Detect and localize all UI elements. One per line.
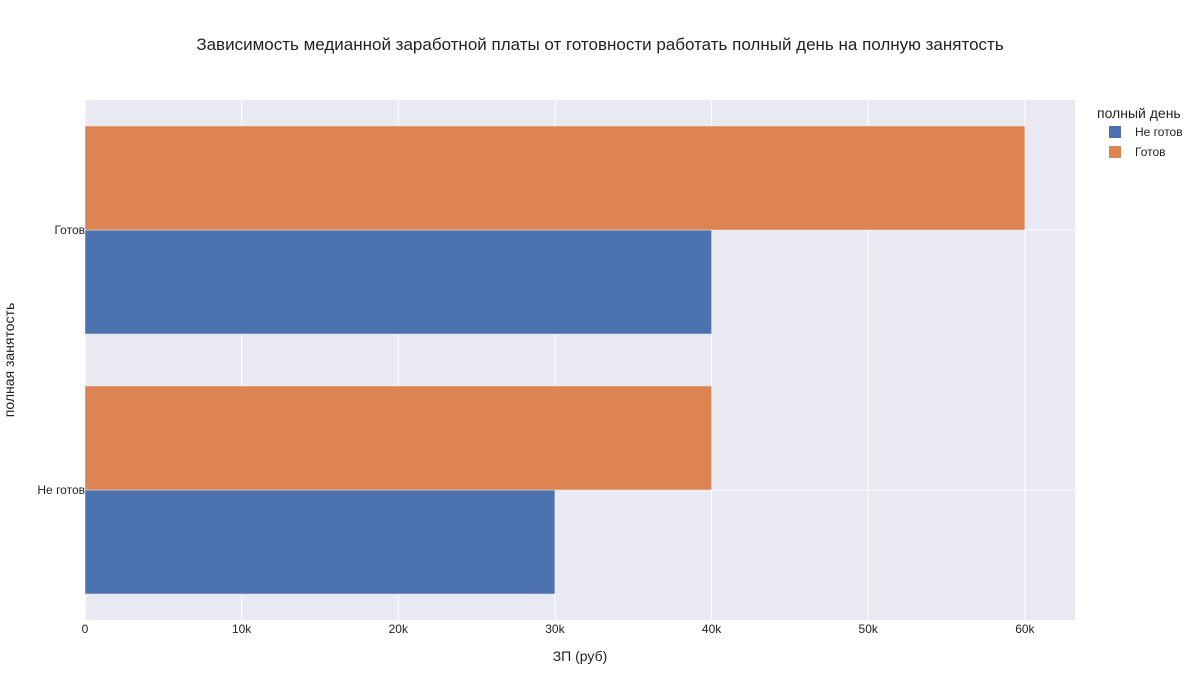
x-tick-label: 10k	[232, 622, 252, 636]
legend-swatch	[1109, 146, 1121, 158]
bar	[84, 125, 1026, 231]
legend: полный день Не готов Готов	[1097, 105, 1183, 159]
legend-swatch	[1109, 126, 1121, 138]
chart-title: Зависимость медианной заработной платы о…	[196, 35, 1003, 54]
x-tick-label: 60k	[1015, 622, 1035, 636]
legend-item-label: Не готов	[1135, 125, 1183, 139]
x-tick-label: 0	[82, 622, 89, 636]
x-axis-title: ЗП (руб)	[553, 648, 608, 664]
x-tick-label: 50k	[859, 622, 879, 636]
x-tick-label: 40k	[702, 622, 722, 636]
y-axis-title: полная занятость	[1, 303, 17, 417]
y-tick-label: Готов	[54, 223, 85, 237]
y-tick-label: Не готов	[37, 483, 85, 497]
x-tick-label: 20k	[389, 622, 409, 636]
legend-title: полный день	[1097, 105, 1181, 121]
bar	[84, 489, 556, 595]
plot-area: 0 10k 20k 30k 40k 50k 60k Не готов Готов	[37, 100, 1075, 636]
bar	[84, 229, 712, 335]
bar	[84, 385, 712, 491]
legend-item-label: Готов	[1135, 145, 1166, 159]
x-tick-label: 30k	[545, 622, 565, 636]
